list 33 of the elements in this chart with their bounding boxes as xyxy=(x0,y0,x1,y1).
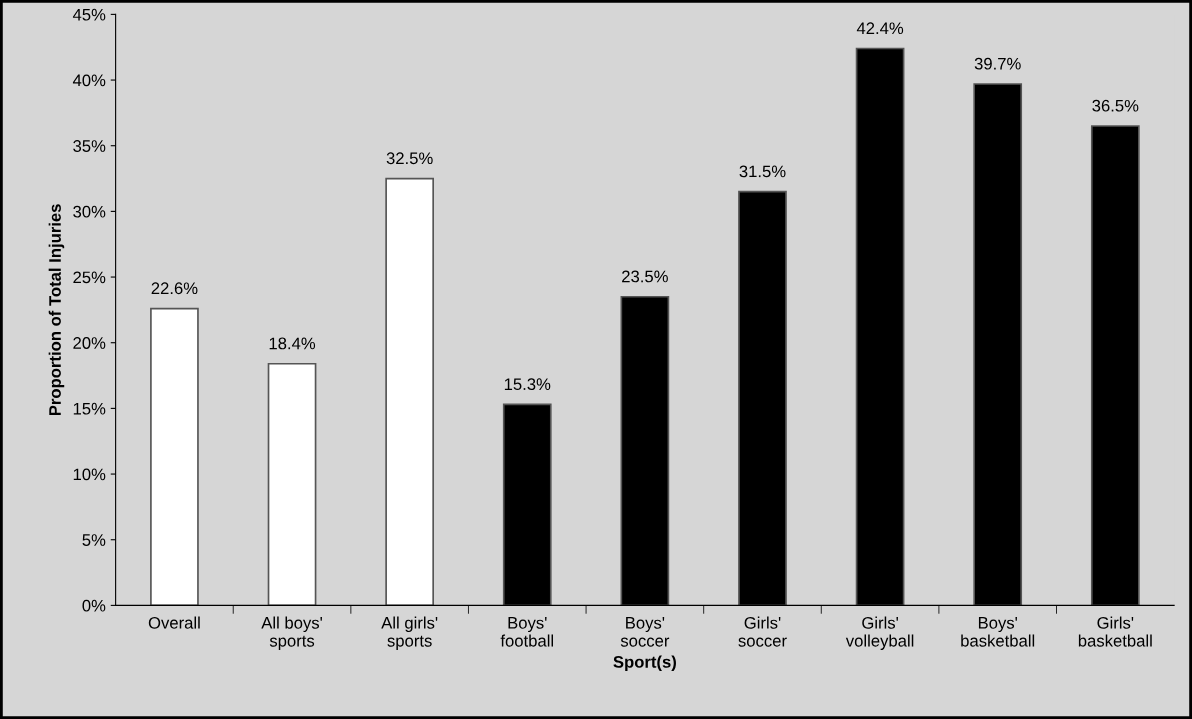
y-tick-label: 10% xyxy=(73,468,106,481)
data-label: 42.4% xyxy=(856,22,904,35)
y-tick-label: 15% xyxy=(73,402,106,415)
x-tick-label: All girls' sports xyxy=(381,616,438,650)
bar xyxy=(267,362,317,606)
y-axis-title: Proportion of Total Injuries xyxy=(48,204,65,416)
data-label: 18.4% xyxy=(269,337,316,350)
y-tick-label: 35% xyxy=(73,140,106,152)
x-axis-title: Sport(s) xyxy=(613,655,676,672)
x-tick-label: Overall xyxy=(148,616,200,629)
data-label: 32.5% xyxy=(386,152,433,165)
data-label: 15.3% xyxy=(504,378,551,391)
x-tick-label: Girls' soccer xyxy=(738,616,787,647)
x-tick-label: All boys' sports xyxy=(261,616,322,650)
y-tick-label: 20% xyxy=(73,337,106,349)
y-tick-label: 5% xyxy=(82,534,106,546)
data-label: 22.6% xyxy=(151,282,198,295)
y-tick-label: 40% xyxy=(72,74,106,87)
data-label: 36.5% xyxy=(1092,99,1139,112)
x-tick-label: Boys' soccer xyxy=(620,617,670,647)
data-label: 39.7% xyxy=(974,57,1021,70)
y-tick-label: 25% xyxy=(73,271,106,284)
bar xyxy=(150,307,199,606)
data-label: 31.5% xyxy=(739,165,786,178)
y-tick-label: 30% xyxy=(73,205,106,218)
x-tick-label: Girls' volleyball xyxy=(845,616,914,650)
x-tick-label: Girls' basketball xyxy=(1078,616,1152,647)
x-tick-label: Boys' basketball xyxy=(961,617,1035,647)
data-label: 23.5% xyxy=(622,270,668,283)
x-tick-label: Boys' football xyxy=(500,617,554,647)
bar xyxy=(385,177,435,606)
y-tick-label: 45% xyxy=(72,8,106,21)
y-tick-label: 0% xyxy=(82,599,106,612)
